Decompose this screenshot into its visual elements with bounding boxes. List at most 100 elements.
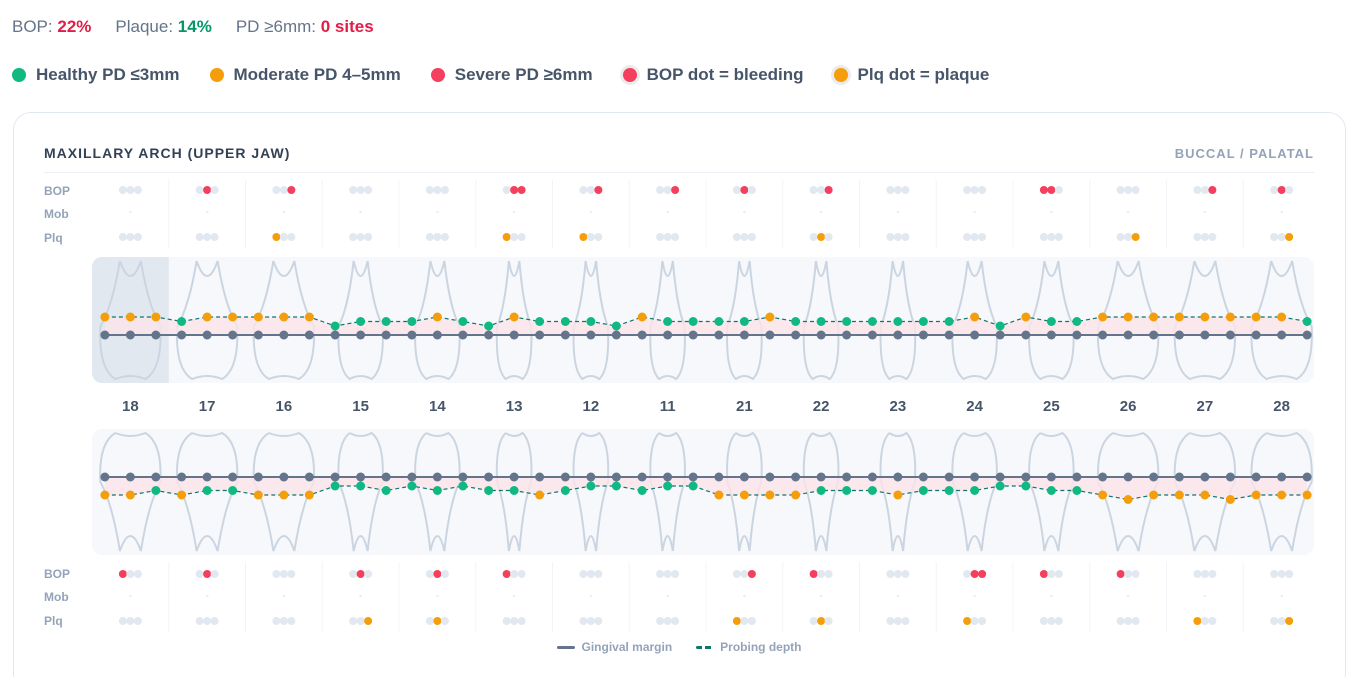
palatal-probing-point[interactable]: [279, 490, 289, 500]
buccal-probing-point[interactable]: [1098, 312, 1108, 322]
plaque-dot-palatal[interactable]: [1054, 617, 1063, 625]
palatal-probing-point[interactable]: [202, 486, 212, 495]
mobility-value[interactable]: -: [205, 591, 208, 602]
mobility-value[interactable]: -: [436, 207, 439, 218]
buccal-probing-point[interactable]: [228, 312, 238, 322]
plaque-dot-palatal[interactable]: [279, 617, 288, 625]
bop-dot-palatal[interactable]: [978, 570, 987, 578]
palatal-probing-point[interactable]: [637, 486, 647, 495]
bop-dot-buccal[interactable]: [1131, 186, 1140, 194]
buccal-probing-point[interactable]: [1046, 317, 1056, 326]
bop-dot-buccal[interactable]: [1270, 186, 1279, 194]
plaque-dot-palatal[interactable]: [133, 617, 142, 625]
bop-dot-palatal[interactable]: [970, 570, 979, 578]
plaque-dot-buccal[interactable]: [740, 233, 749, 241]
plaque-dot-palatal[interactable]: [1208, 617, 1217, 625]
plaque-dot-palatal[interactable]: [978, 617, 987, 625]
plaque-dot-palatal[interactable]: [517, 617, 526, 625]
palatal-probing-point[interactable]: [995, 481, 1005, 491]
buccal-probing-point[interactable]: [356, 317, 366, 326]
mobility-value[interactable]: -: [129, 207, 132, 218]
buccal-probing-point[interactable]: [816, 317, 826, 326]
bop-dot-palatal[interactable]: [425, 570, 434, 578]
bop-dot-buccal[interactable]: [893, 186, 902, 194]
palatal-probing-point[interactable]: [842, 486, 852, 495]
plaque-dot-buccal[interactable]: [279, 233, 288, 241]
tooth-number-14[interactable]: 14: [429, 398, 446, 415]
bop-dot-buccal[interactable]: [1047, 186, 1056, 194]
bop-dot-buccal[interactable]: [279, 186, 288, 194]
plaque-dot-buccal[interactable]: [195, 233, 204, 241]
bop-dot-buccal[interactable]: [656, 186, 665, 194]
bop-dot-palatal[interactable]: [1124, 570, 1133, 578]
bop-dot-palatal[interactable]: [1193, 570, 1202, 578]
bop-dot-palatal[interactable]: [272, 570, 281, 578]
bop-dot-buccal[interactable]: [732, 186, 741, 194]
palatal-probing-point[interactable]: [1072, 486, 1082, 495]
plaque-dot-palatal[interactable]: [824, 617, 833, 625]
buccal-probing-point[interactable]: [1021, 312, 1031, 322]
bop-dot-buccal[interactable]: [433, 186, 442, 194]
palatal-probing-point[interactable]: [177, 490, 187, 500]
palatal-probing-point[interactable]: [407, 481, 417, 491]
bop-dot-palatal[interactable]: [126, 570, 135, 578]
buccal-probing-point[interactable]: [560, 317, 570, 326]
palatal-probing-point[interactable]: [484, 486, 494, 495]
mobility-value[interactable]: -: [1203, 207, 1206, 218]
palatal-probing-point[interactable]: [100, 490, 110, 500]
plaque-dot-palatal[interactable]: [1270, 617, 1279, 625]
plaque-dot-buccal[interactable]: [1047, 233, 1056, 241]
plaque-dot-palatal[interactable]: [425, 617, 434, 625]
mobility-value[interactable]: -: [1050, 591, 1053, 602]
plaque-dot-buccal[interactable]: [349, 233, 358, 241]
mobility-value[interactable]: -: [436, 591, 439, 602]
bop-dot-buccal[interactable]: [1200, 186, 1209, 194]
palatal-probing-point[interactable]: [816, 486, 826, 495]
bop-dot-buccal[interactable]: [978, 186, 987, 194]
buccal-probing-point[interactable]: [1174, 312, 1184, 322]
bop-dot-palatal[interactable]: [656, 570, 665, 578]
buccal-probing-point[interactable]: [407, 317, 417, 326]
bop-dot-palatal[interactable]: [210, 570, 219, 578]
mobility-value[interactable]: -: [666, 591, 669, 602]
plaque-dot-buccal[interactable]: [1124, 233, 1133, 241]
plaque-dot-buccal[interactable]: [510, 233, 519, 241]
plaque-dot-buccal[interactable]: [809, 233, 818, 241]
plaque-dot-buccal[interactable]: [126, 233, 135, 241]
plaque-dot-palatal[interactable]: [1047, 617, 1056, 625]
bop-dot-buccal[interactable]: [349, 186, 358, 194]
buccal-probing-point[interactable]: [1072, 317, 1082, 326]
plaque-dot-buccal[interactable]: [671, 233, 680, 241]
palatal-probing-point[interactable]: [304, 490, 314, 500]
plaque-dot-buccal[interactable]: [433, 233, 442, 241]
mobility-value[interactable]: -: [973, 591, 976, 602]
bop-dot-buccal[interactable]: [671, 186, 680, 194]
bop-dot-buccal[interactable]: [195, 186, 204, 194]
plaque-dot-buccal[interactable]: [594, 233, 603, 241]
plaque-dot-palatal[interactable]: [594, 617, 603, 625]
plaque-dot-buccal[interactable]: [118, 233, 127, 241]
palatal-probing-point[interactable]: [509, 486, 519, 495]
plaque-dot-buccal[interactable]: [1270, 233, 1279, 241]
palatal-probing-point[interactable]: [688, 481, 698, 491]
palatal-probing-point[interactable]: [918, 486, 928, 495]
tooth-number-13[interactable]: 13: [506, 398, 523, 415]
bop-dot-buccal[interactable]: [1285, 186, 1294, 194]
bop-dot-buccal[interactable]: [663, 186, 672, 194]
buccal-probing-point[interactable]: [304, 312, 314, 322]
mobility-value[interactable]: -: [282, 207, 285, 218]
buccal-probing-point[interactable]: [330, 321, 340, 331]
bop-dot-buccal[interactable]: [579, 186, 588, 194]
plaque-dot-buccal[interactable]: [824, 233, 833, 241]
palatal-probing-point[interactable]: [586, 481, 596, 491]
mobility-value[interactable]: -: [129, 591, 132, 602]
palatal-probing-point[interactable]: [253, 490, 263, 500]
bop-dot-buccal[interactable]: [901, 186, 910, 194]
palatal-probing-point[interactable]: [791, 490, 801, 500]
bop-dot-palatal[interactable]: [963, 570, 972, 578]
palatal-probing-point[interactable]: [1174, 490, 1184, 500]
buccal-probing-point[interactable]: [791, 317, 801, 326]
buccal-probing-point[interactable]: [1225, 312, 1235, 322]
buccal-probing-point[interactable]: [432, 312, 442, 322]
bop-dot-palatal[interactable]: [901, 570, 910, 578]
